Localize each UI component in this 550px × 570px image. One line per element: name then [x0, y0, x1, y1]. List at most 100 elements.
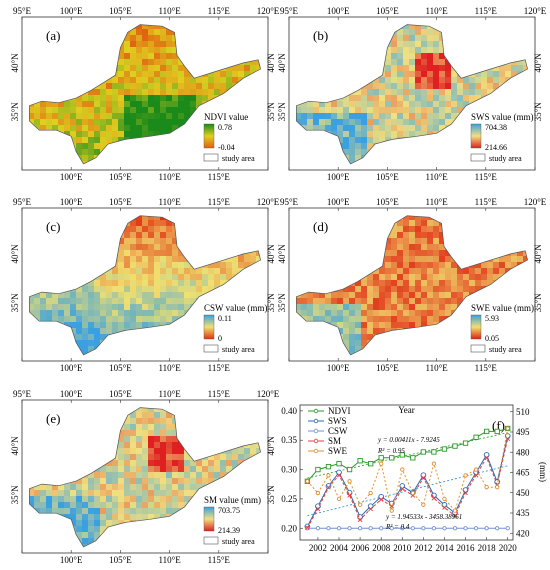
lat-tick-label: 35°N: [266, 293, 276, 313]
study-area-swatch: [203, 153, 219, 162]
legend-entry: NDVI: [308, 406, 351, 416]
data-point: [346, 466, 353, 473]
lat-tick-label: 35°N: [533, 293, 543, 313]
data-point: [420, 472, 427, 479]
map-panels: 95°E 100°E 100°E 105°E 105°E 110°E 110°E 115°E 1…: [10, 6, 547, 565]
lon-tick-label: 110°E: [158, 555, 181, 565]
x-tick-label: 2010: [393, 543, 412, 553]
study-area-label: study area: [489, 345, 522, 354]
study-area-outline: [29, 215, 262, 356]
lat-tick-label: 40°N: [10, 436, 20, 456]
panel-letter: (a): [46, 28, 60, 43]
legend-max: 704.38: [485, 123, 507, 132]
data-point: [399, 486, 405, 492]
data-point: [452, 508, 458, 513]
panel-letter: (b): [313, 28, 328, 43]
data-point: [421, 502, 426, 507]
legend-max: 703.75: [218, 506, 240, 515]
study-area-label: study area: [489, 154, 522, 163]
data-point: [410, 455, 416, 461]
data-point: [378, 455, 384, 461]
legend-label: SWE: [328, 446, 348, 456]
data-point: [431, 526, 437, 531]
data-point: [442, 496, 447, 502]
lon-tick-label: 115°E: [208, 6, 231, 16]
data-point: [326, 485, 331, 490]
data-point: [400, 467, 405, 472]
y-right-tick-label: 465: [516, 468, 530, 478]
legend-label: NDVI: [328, 406, 351, 416]
data-point: [357, 526, 363, 531]
time-series-chart: 0.20 0.25 0.30 0.35 0.40 420 435 450 465 480 495 51…: [281, 404, 548, 553]
legend-colorbar: [470, 123, 482, 149]
lon-tick-label: 95°E: [13, 6, 32, 16]
x-tick-label: 2004: [330, 543, 349, 553]
lon-tick-label: 120°E: [257, 197, 280, 207]
lon-tick-label: 115°E: [475, 6, 498, 16]
data-point: [399, 452, 405, 458]
lon-tick-label: 100°E: [60, 363, 83, 373]
lon-tick-label: 115°E: [208, 363, 231, 373]
legend-colorbar: [470, 314, 482, 340]
data-point: [495, 526, 500, 531]
panel-letter: (c): [46, 219, 60, 234]
data-point: [357, 502, 363, 507]
lon-tick-label: 105°E: [109, 197, 132, 207]
data-point: [357, 458, 363, 464]
panel-letter: (e): [46, 411, 60, 426]
data-point: [452, 526, 458, 531]
lon-tick-label: 110°E: [158, 6, 181, 16]
data-point: [473, 526, 479, 531]
lon-tick-label: 100°E: [60, 197, 83, 207]
legend-title: NDVI value: [204, 112, 248, 122]
data-point: [379, 526, 384, 531]
series-line-sws: [306, 435, 509, 527]
y-right-tick-label: 435: [516, 508, 530, 518]
study-area-swatch: [203, 344, 219, 353]
data-point: [463, 526, 468, 531]
lon-tick-label: 110°E: [425, 363, 448, 373]
legend-colorbar: [203, 314, 215, 340]
data-point: [378, 497, 384, 502]
lat-tick-label: 40°N: [266, 244, 276, 264]
lon-tick-label: 100°E: [327, 363, 350, 373]
lon-tick-label: 105°E: [109, 555, 132, 565]
legend-min: 0.05: [485, 334, 499, 343]
lat-tick-label: 35°N: [277, 102, 287, 122]
lat-tick-label: 35°N: [10, 102, 20, 122]
legend-min: 214.66: [485, 143, 507, 152]
lon-tick-label: 100°E: [60, 6, 83, 16]
data-point: [463, 490, 468, 496]
legend-colorbar: [203, 123, 215, 149]
data-point: [495, 485, 500, 490]
data-point: [336, 469, 342, 476]
lat-tick-label: 35°N: [266, 485, 276, 505]
data-point: [421, 526, 426, 531]
legend-title: CSW value (mm): [204, 303, 267, 313]
sws-fit-equation: y = 1.94533x - 3458.38961: [385, 513, 462, 521]
y-left-tick-label: 0.35: [281, 435, 297, 445]
y-right-tick-label: 450: [516, 488, 530, 498]
x-axis-label: Year: [398, 405, 415, 415]
lon-tick-label: 115°E: [208, 555, 231, 565]
data-point: [410, 526, 415, 531]
lon-tick-label: 115°E: [208, 197, 231, 207]
lat-tick-label: 35°N: [10, 293, 20, 313]
ndvi-fit-equation: y = 0.00411x - 7.9245: [377, 436, 440, 444]
y-right-tick-label: 420: [516, 528, 530, 538]
data-point: [315, 466, 321, 473]
data-point: [347, 493, 352, 498]
lon-tick-label: 120°E: [257, 6, 280, 16]
map-panel: 95°E 100°E 100°E 105°E 105°E 110°E 110°E 115°E 1…: [277, 6, 547, 182]
lon-tick-label: 115°E: [475, 172, 498, 182]
lon-tick-label: 100°E: [327, 172, 350, 182]
lat-tick-label: 35°N: [533, 102, 543, 122]
data-point: [410, 490, 415, 496]
lon-tick-label: 110°E: [158, 363, 181, 373]
study-area-swatch: [203, 536, 219, 545]
lon-tick-label: 95°E: [280, 6, 299, 16]
map-panel: 95°E 100°E 100°E 105°E 105°E 110°E 110°E 115°E 1…: [10, 389, 280, 565]
data-point: [305, 479, 310, 484]
lon-tick-label: 115°E: [208, 172, 231, 182]
